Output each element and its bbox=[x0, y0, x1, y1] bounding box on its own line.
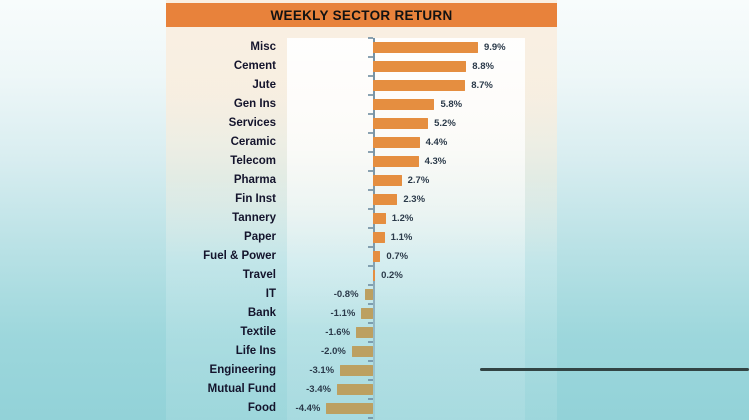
sector-label: Telecom bbox=[230, 155, 276, 167]
bar-value-label: 8.8% bbox=[472, 61, 494, 72]
bar-pharma bbox=[373, 175, 402, 186]
axis-tick bbox=[368, 189, 373, 191]
bar-fin-inst bbox=[373, 194, 398, 205]
axis-tick bbox=[368, 151, 373, 153]
bar-engineering bbox=[340, 365, 373, 376]
bar-food bbox=[326, 403, 373, 414]
axis-tick bbox=[368, 170, 373, 172]
axis-tick bbox=[368, 398, 373, 400]
axis-tick bbox=[368, 37, 373, 39]
bar-cement bbox=[373, 61, 467, 72]
axis-tick bbox=[368, 227, 373, 229]
bar-textile bbox=[356, 327, 373, 338]
bar-paper bbox=[373, 232, 385, 243]
axis-tick bbox=[368, 417, 373, 419]
axis-tick bbox=[368, 265, 373, 267]
bar-value-label: -1.1% bbox=[330, 308, 356, 319]
bar-value-label: -0.8% bbox=[333, 289, 359, 300]
bar-telecom bbox=[373, 156, 419, 167]
sector-label: Misc bbox=[250, 41, 276, 53]
sector-label: Gen Ins bbox=[233, 98, 276, 110]
bar-value-label: 9.9% bbox=[483, 42, 506, 53]
sector-label: Engineering bbox=[209, 364, 276, 376]
axis-tick bbox=[368, 75, 373, 77]
sector-label: Fin Inst bbox=[235, 193, 276, 205]
plot-area: 9.9% 8.8% 8.7% 5.8% 5.2% 4.4% 4.3% 2.7% 2.3% 1.2%… bbox=[287, 37, 525, 420]
sector-label: Jute bbox=[252, 79, 276, 91]
axis-tick bbox=[368, 132, 373, 134]
sector-label: Textile bbox=[240, 326, 276, 338]
bar-mutual-fund bbox=[336, 384, 373, 395]
bar-value-label: -1.6% bbox=[325, 327, 351, 338]
bar-value-label: 2.3% bbox=[403, 194, 426, 205]
sector-label: Life Ins bbox=[235, 345, 276, 357]
bar-value-label: 5.8% bbox=[440, 99, 463, 110]
bar-value-label: -3.4% bbox=[306, 384, 331, 395]
zero-axis-line bbox=[373, 38, 375, 420]
bar-value-label: 1.2% bbox=[391, 213, 414, 224]
bar-value-label: 2.7% bbox=[407, 175, 430, 186]
bar-fuel-power bbox=[373, 251, 381, 262]
axis-tick bbox=[368, 341, 373, 343]
bar-value-label: 0.7% bbox=[386, 251, 409, 262]
bar-bank bbox=[361, 308, 373, 319]
axis-tick bbox=[368, 284, 373, 286]
sector-label: Paper bbox=[244, 231, 276, 243]
bar-it bbox=[364, 289, 373, 300]
bar-value-label: 1.1% bbox=[390, 232, 413, 243]
bar-value-label: 0.2% bbox=[381, 270, 403, 281]
bar-jute bbox=[373, 80, 466, 91]
axis-tick bbox=[368, 94, 373, 96]
bar-tannery bbox=[373, 213, 386, 224]
bar-value-label: -4.4% bbox=[295, 403, 321, 414]
sector-label: IT bbox=[265, 288, 276, 300]
sector-label: Cement bbox=[233, 60, 276, 72]
bar-value-label: 4.3% bbox=[424, 156, 447, 167]
sector-label: Travel bbox=[242, 269, 276, 281]
annotation-line bbox=[480, 368, 749, 371]
axis-tick bbox=[368, 322, 373, 324]
bar-misc bbox=[373, 42, 478, 53]
sector-label: Tannery bbox=[232, 212, 276, 224]
axis-tick bbox=[368, 303, 373, 305]
axis-tick bbox=[368, 208, 373, 210]
axis-tick bbox=[368, 56, 373, 58]
bar-value-label: 8.7% bbox=[471, 80, 493, 91]
bar-value-label: 5.2% bbox=[434, 118, 456, 129]
sector-label: Ceramic bbox=[230, 136, 276, 148]
sector-label: Fuel & Power bbox=[203, 250, 276, 262]
bar-life-ins bbox=[351, 346, 373, 357]
sector-label: Bank bbox=[247, 307, 276, 319]
bar-value-label: -2.0% bbox=[320, 346, 346, 357]
bar-value-label: 4.4% bbox=[425, 137, 448, 148]
axis-tick bbox=[368, 246, 373, 248]
axis-tick bbox=[368, 360, 373, 362]
axis-tick bbox=[368, 113, 373, 115]
bar-gen-ins bbox=[373, 99, 435, 110]
sector-label: Pharma bbox=[233, 174, 276, 186]
bar-travel bbox=[373, 270, 376, 281]
chart-card: WEEKLY SECTOR RETURN 9.9% 8.8% 8.7% 5.8% 5.2… bbox=[166, 0, 557, 420]
bar-services bbox=[373, 118, 429, 129]
axis-tick bbox=[368, 379, 373, 381]
sector-label: Food bbox=[247, 402, 276, 414]
sector-label: Services bbox=[228, 117, 276, 129]
bar-value-label: -3.1% bbox=[309, 365, 335, 376]
sector-label: Mutual Fund bbox=[207, 383, 276, 395]
bar-ceramic bbox=[373, 137, 420, 148]
chart-title-bar: WEEKLY SECTOR RETURN bbox=[166, 3, 557, 27]
chart-title: WEEKLY SECTOR RETURN bbox=[270, 7, 453, 23]
